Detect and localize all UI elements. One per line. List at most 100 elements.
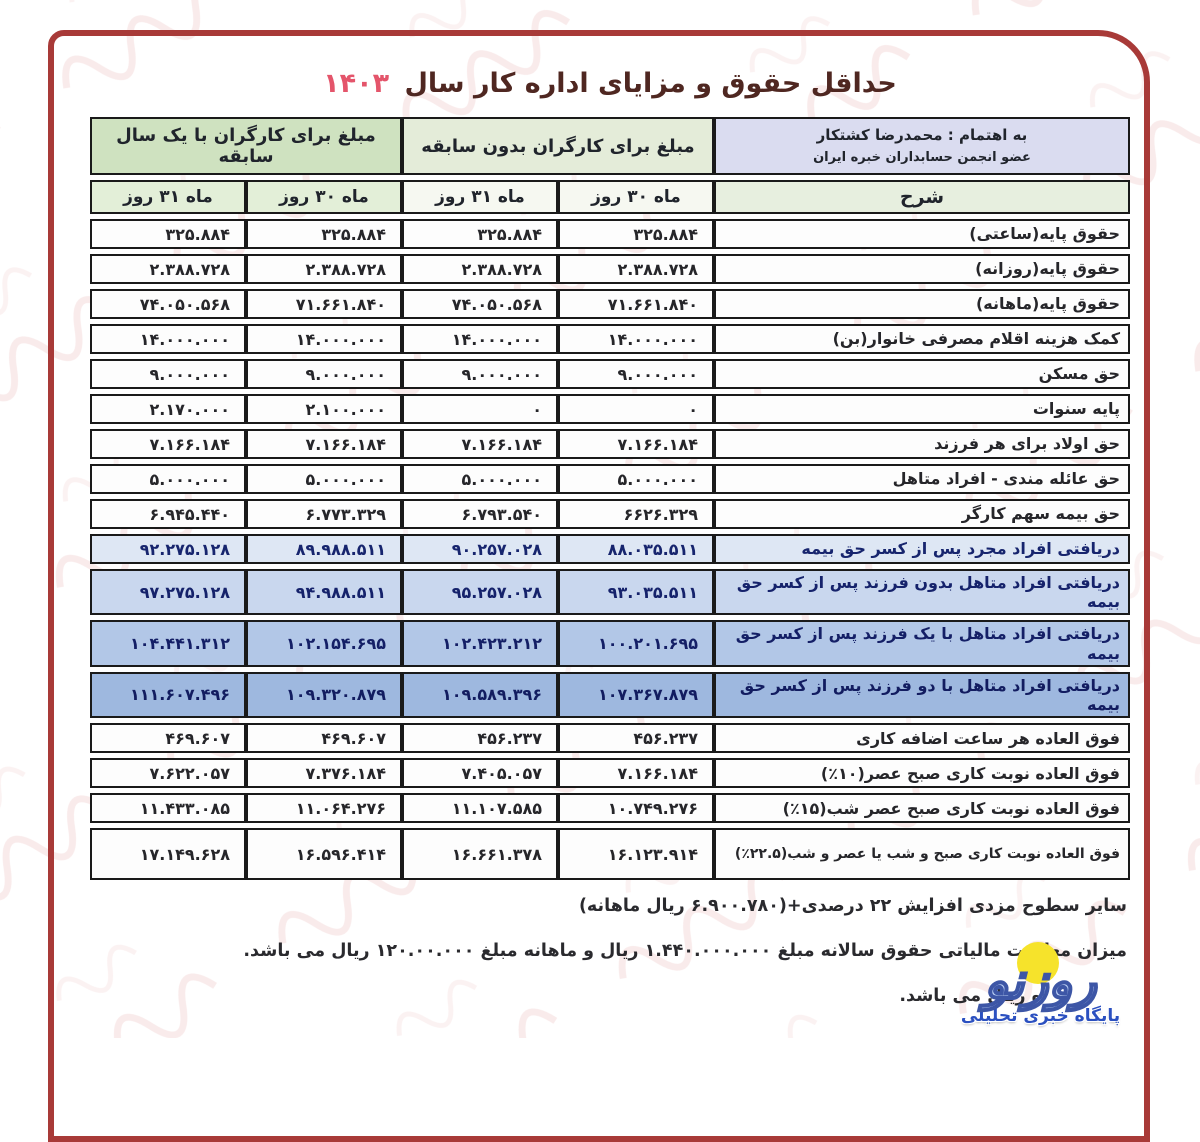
amount-cell: ۵.۰۰۰.۰۰۰ (246, 464, 402, 494)
row-label: حقوق پایه(ساعتی) (714, 219, 1130, 249)
logo-yellow-circle-icon (1016, 942, 1059, 984)
column-header-30-one-year: ماه ۳۰ روز (246, 180, 402, 214)
amount-cell: ۱۰۹.۵۸۹.۳۹۶ (402, 671, 558, 719)
amount-cell: ۹۲.۲۷۵.۱۲۸ (90, 534, 246, 564)
amount-cell: ۶.۹۴۵.۴۴۰ (90, 499, 246, 529)
amount-cell: ۲.۱۰۰.۰۰۰ (246, 394, 402, 424)
table-row: حق اولاد برای هر فرزند ۷.۱۶۶.۱۸۴ ۷.۱۶۶.۱۸۴… (90, 429, 1130, 459)
amount-cell: ۴۵۶.۲۳۷ (558, 723, 714, 754)
row-label: پایه سنوات (714, 394, 1130, 424)
roozno-logo-caption: پایگاه خبری تحلیلی (960, 1006, 1121, 1026)
amount-cell: ۹.۰۰۰.۰۰۰ (558, 359, 714, 389)
amount-cell: ۱۶.۱۲۳.۹۱۴ (558, 828, 714, 881)
amount-cell: ۹.۰۰۰.۰۰۰ (90, 359, 246, 389)
amount-cell: ۱۰۲.۴۲۳.۲۱۲ (402, 620, 558, 667)
table-row: پایه سنوات ۰ ۰ ۲.۱۰۰.۰۰۰ ۲.۱۷۰.۰۰۰ (90, 394, 1130, 424)
amount-cell: ۷۴.۰۵۰.۵۶۸ (402, 289, 558, 319)
group-header-one-year: مبلغ برای کارگران با یک سال سابقه (90, 117, 402, 175)
amount-cell: ۵.۰۰۰.۰۰۰ (90, 464, 246, 494)
row-label: دریافتی افراد متاهل با یک فرزند پس از کس… (714, 620, 1130, 667)
amount-cell: ۲.۱۷۰.۰۰۰ (90, 394, 246, 424)
amount-cell: ۹.۰۰۰.۰۰۰ (402, 359, 558, 389)
table-row: فوق العاده نوبت کاری صبح و شب یا عصر و ش… (90, 828, 1130, 881)
attribution-line1: به اهتمام : محمدرضا کشتکار (816, 126, 1028, 145)
column-header-31-one-year: ماه ۳۱ روز (90, 180, 246, 214)
amount-cell: ۱۱.۱۰۷.۵۸۵ (402, 793, 558, 824)
amount-cell: ۷.۱۶۶.۱۸۴ (558, 758, 714, 789)
amount-cell: ۲.۳۸۸.۷۲۸ (402, 254, 558, 284)
table-row: حقوق پایه(روزانه) ۲.۳۸۸.۷۲۸ ۲.۳۸۸.۷۲۸ ۲.۳۸۸… (90, 254, 1130, 284)
amount-cell: ۳۲۵.۸۸۴ (402, 219, 558, 249)
row-label: فوق العاده نوبت کاری صبح عصر(۱۰٪) (714, 758, 1130, 789)
table-row: دریافتی افراد متاهل با دو فرزند پس از کس… (90, 671, 1130, 719)
amount-cell: ۵.۰۰۰.۰۰۰ (402, 464, 558, 494)
table-row: فوق العاده نوبت کاری صبح عصر شب(۱۵٪) ۱۰.۷… (90, 793, 1130, 824)
amount-cell: ۱۶.۵۹۶.۴۱۴ (246, 828, 402, 881)
amount-cell: ۱۰۷.۳۶۷.۸۷۹ (558, 671, 714, 719)
amount-cell: ۰ (558, 394, 714, 424)
group-header-no-experience: مبلغ برای کارگران بدون سابقه (402, 117, 714, 175)
roozno-logo-text: روزنو (983, 952, 1097, 1010)
row-label: حقوق پایه(ماهانه) (714, 289, 1130, 319)
page-title: حداقل حقوق و مزایای اداره کار سال ۱۴۰۳ (90, 68, 1130, 99)
amount-cell: ۵.۰۰۰.۰۰۰ (558, 464, 714, 494)
amount-cell: ۳۲۵.۸۸۴ (90, 219, 246, 249)
amount-cell: ۱۴.۰۰۰.۰۰۰ (246, 324, 402, 354)
row-label: حق مسکن (714, 359, 1130, 389)
amount-cell: ۷.۱۶۶.۱۸۴ (90, 429, 246, 459)
amount-cell: ۱۴.۰۰۰.۰۰۰ (90, 324, 246, 354)
amount-cell: ۶.۷۹۳.۵۴۰ (402, 499, 558, 529)
amount-cell: ۲.۳۸۸.۷۲۸ (90, 254, 246, 284)
amount-cell: ۱۷.۱۴۹.۶۲۸ (90, 828, 246, 881)
amount-cell: ۱۰۰.۲۰۱.۶۹۵ (558, 620, 714, 667)
table-row: حق عائله مندی - افراد متاهل ۵.۰۰۰.۰۰۰ ۵.۰۰… (90, 464, 1130, 494)
table-row: حقوق پایه(ماهانه) ۷۱.۶۶۱.۸۴۰ ۷۴.۰۵۰.۵۶۸ ۷۱.… (90, 289, 1130, 319)
amount-cell: ۴۵۶.۲۳۷ (402, 723, 558, 754)
amount-cell: ۷.۴۰۵.۰۵۷ (402, 758, 558, 789)
amount-cell: ۱۱.۰۶۴.۲۷۶ (246, 793, 402, 824)
row-label: فوق العاده هر ساعت اضافه کاری (714, 723, 1130, 754)
table-row: دریافتی افراد متاهل بدون فرزند پس از کسر… (90, 569, 1130, 616)
table-row: حق مسکن ۹.۰۰۰.۰۰۰ ۹.۰۰۰.۰۰۰ ۹.۰۰۰.۰۰۰ ۹.۰۰۰.… (90, 359, 1130, 389)
amount-cell: ۳۲۵.۸۸۴ (558, 219, 714, 249)
note-wage-increase: سایر سطوح مزدی افزایش ۲۲ درصدی+(۶.۹۰۰.۷۸… (578, 896, 1127, 916)
column-header-desc: شرح (714, 180, 1130, 214)
amount-cell: ۹۵.۲۵۷.۰۲۸ (402, 569, 558, 616)
amount-cell: ۱۰۹.۳۲۰.۸۷۹ (246, 671, 402, 719)
amount-cell: ۱۱۱.۶۰۷.۴۹۶ (90, 671, 246, 719)
amount-cell: ۷۱.۶۶۱.۸۴۰ (246, 289, 402, 319)
column-header-30-no-exp: ماه ۳۰ روز (558, 180, 714, 214)
amount-cell: ۷.۱۶۶.۱۸۴ (246, 429, 402, 459)
attribution-cell: به اهتمام : محمدرضا کشتکار عضو انجمن حسا… (714, 117, 1130, 175)
amount-cell: ۴۶۹.۶۰۷ (246, 723, 402, 754)
column-header-row: شرح ماه ۳۰ روز ماه ۳۱ روز ماه ۳۰ روز ماه… (90, 180, 1130, 214)
amount-cell: ۱۰.۷۴۹.۲۷۶ (558, 793, 714, 824)
row-label: حق اولاد برای هر فرزند (714, 429, 1130, 459)
row-label: دریافتی افراد متاهل با دو فرزند پس از کس… (714, 671, 1130, 719)
amount-cell: ۱۰۴.۴۴۱.۳۱۲ (90, 620, 246, 667)
amount-cell: ۱۱.۴۳۳.۰۸۵ (90, 793, 246, 824)
row-label: فوق العاده نوبت کاری صبح عصر شب(۱۵٪) (714, 793, 1130, 824)
row-label: حق بیمه سهم کارگر (714, 499, 1130, 529)
amount-cell: ۹۴.۹۸۸.۵۱۱ (246, 569, 402, 616)
table-row: حق بیمه سهم کارگر ۶۶۲۶.۳۲۹ ۶.۷۹۳.۵۴۰ ۶.۷۷۳.… (90, 499, 1130, 529)
amount-cell: ۲.۳۸۸.۷۲۸ (558, 254, 714, 284)
page-title-year: ۱۴۰۳ (323, 68, 390, 99)
salary-table: به اهتمام : محمدرضا کشتکار عضو انجمن حسا… (90, 112, 1130, 885)
amount-cell: ۷.۳۷۶.۱۸۴ (246, 758, 402, 789)
page-title-text: حداقل حقوق و مزایای اداره کار سال (404, 68, 897, 99)
amount-cell: ۱۰۲.۱۵۴.۶۹۵ (246, 620, 402, 667)
amount-cell: ۹۰.۲۵۷.۰۲۸ (402, 534, 558, 564)
roozno-logo: روزنو پایگاه خبری تحلیلی (933, 942, 1148, 1026)
amount-cell: ۱۴.۰۰۰.۰۰۰ (402, 324, 558, 354)
amount-cell: ۸۹.۹۸۸.۵۱۱ (246, 534, 402, 564)
table-row: فوق العاده هر ساعت اضافه کاری ۴۵۶.۲۳۷ ۴۵۶.… (90, 723, 1130, 754)
table-row: فوق العاده نوبت کاری صبح عصر(۱۰٪) ۷.۱۶۶.۱… (90, 758, 1130, 789)
table-row: کمک هزینه اقلام مصرفی خانوار(بن) ۱۴.۰۰۰.۰… (90, 324, 1130, 354)
column-header-31-no-exp: ماه ۳۱ روز (402, 180, 558, 214)
amount-cell: ۴۶۹.۶۰۷ (90, 723, 246, 754)
row-label: دریافتی افراد مجرد پس از کسر حق بیمه (714, 534, 1130, 564)
amount-cell: ۰ (402, 394, 558, 424)
attribution-line2: عضو انجمن حسابداران خبره ایران (813, 149, 1031, 165)
amount-cell: ۸۸.۰۳۵.۵۱۱ (558, 534, 714, 564)
